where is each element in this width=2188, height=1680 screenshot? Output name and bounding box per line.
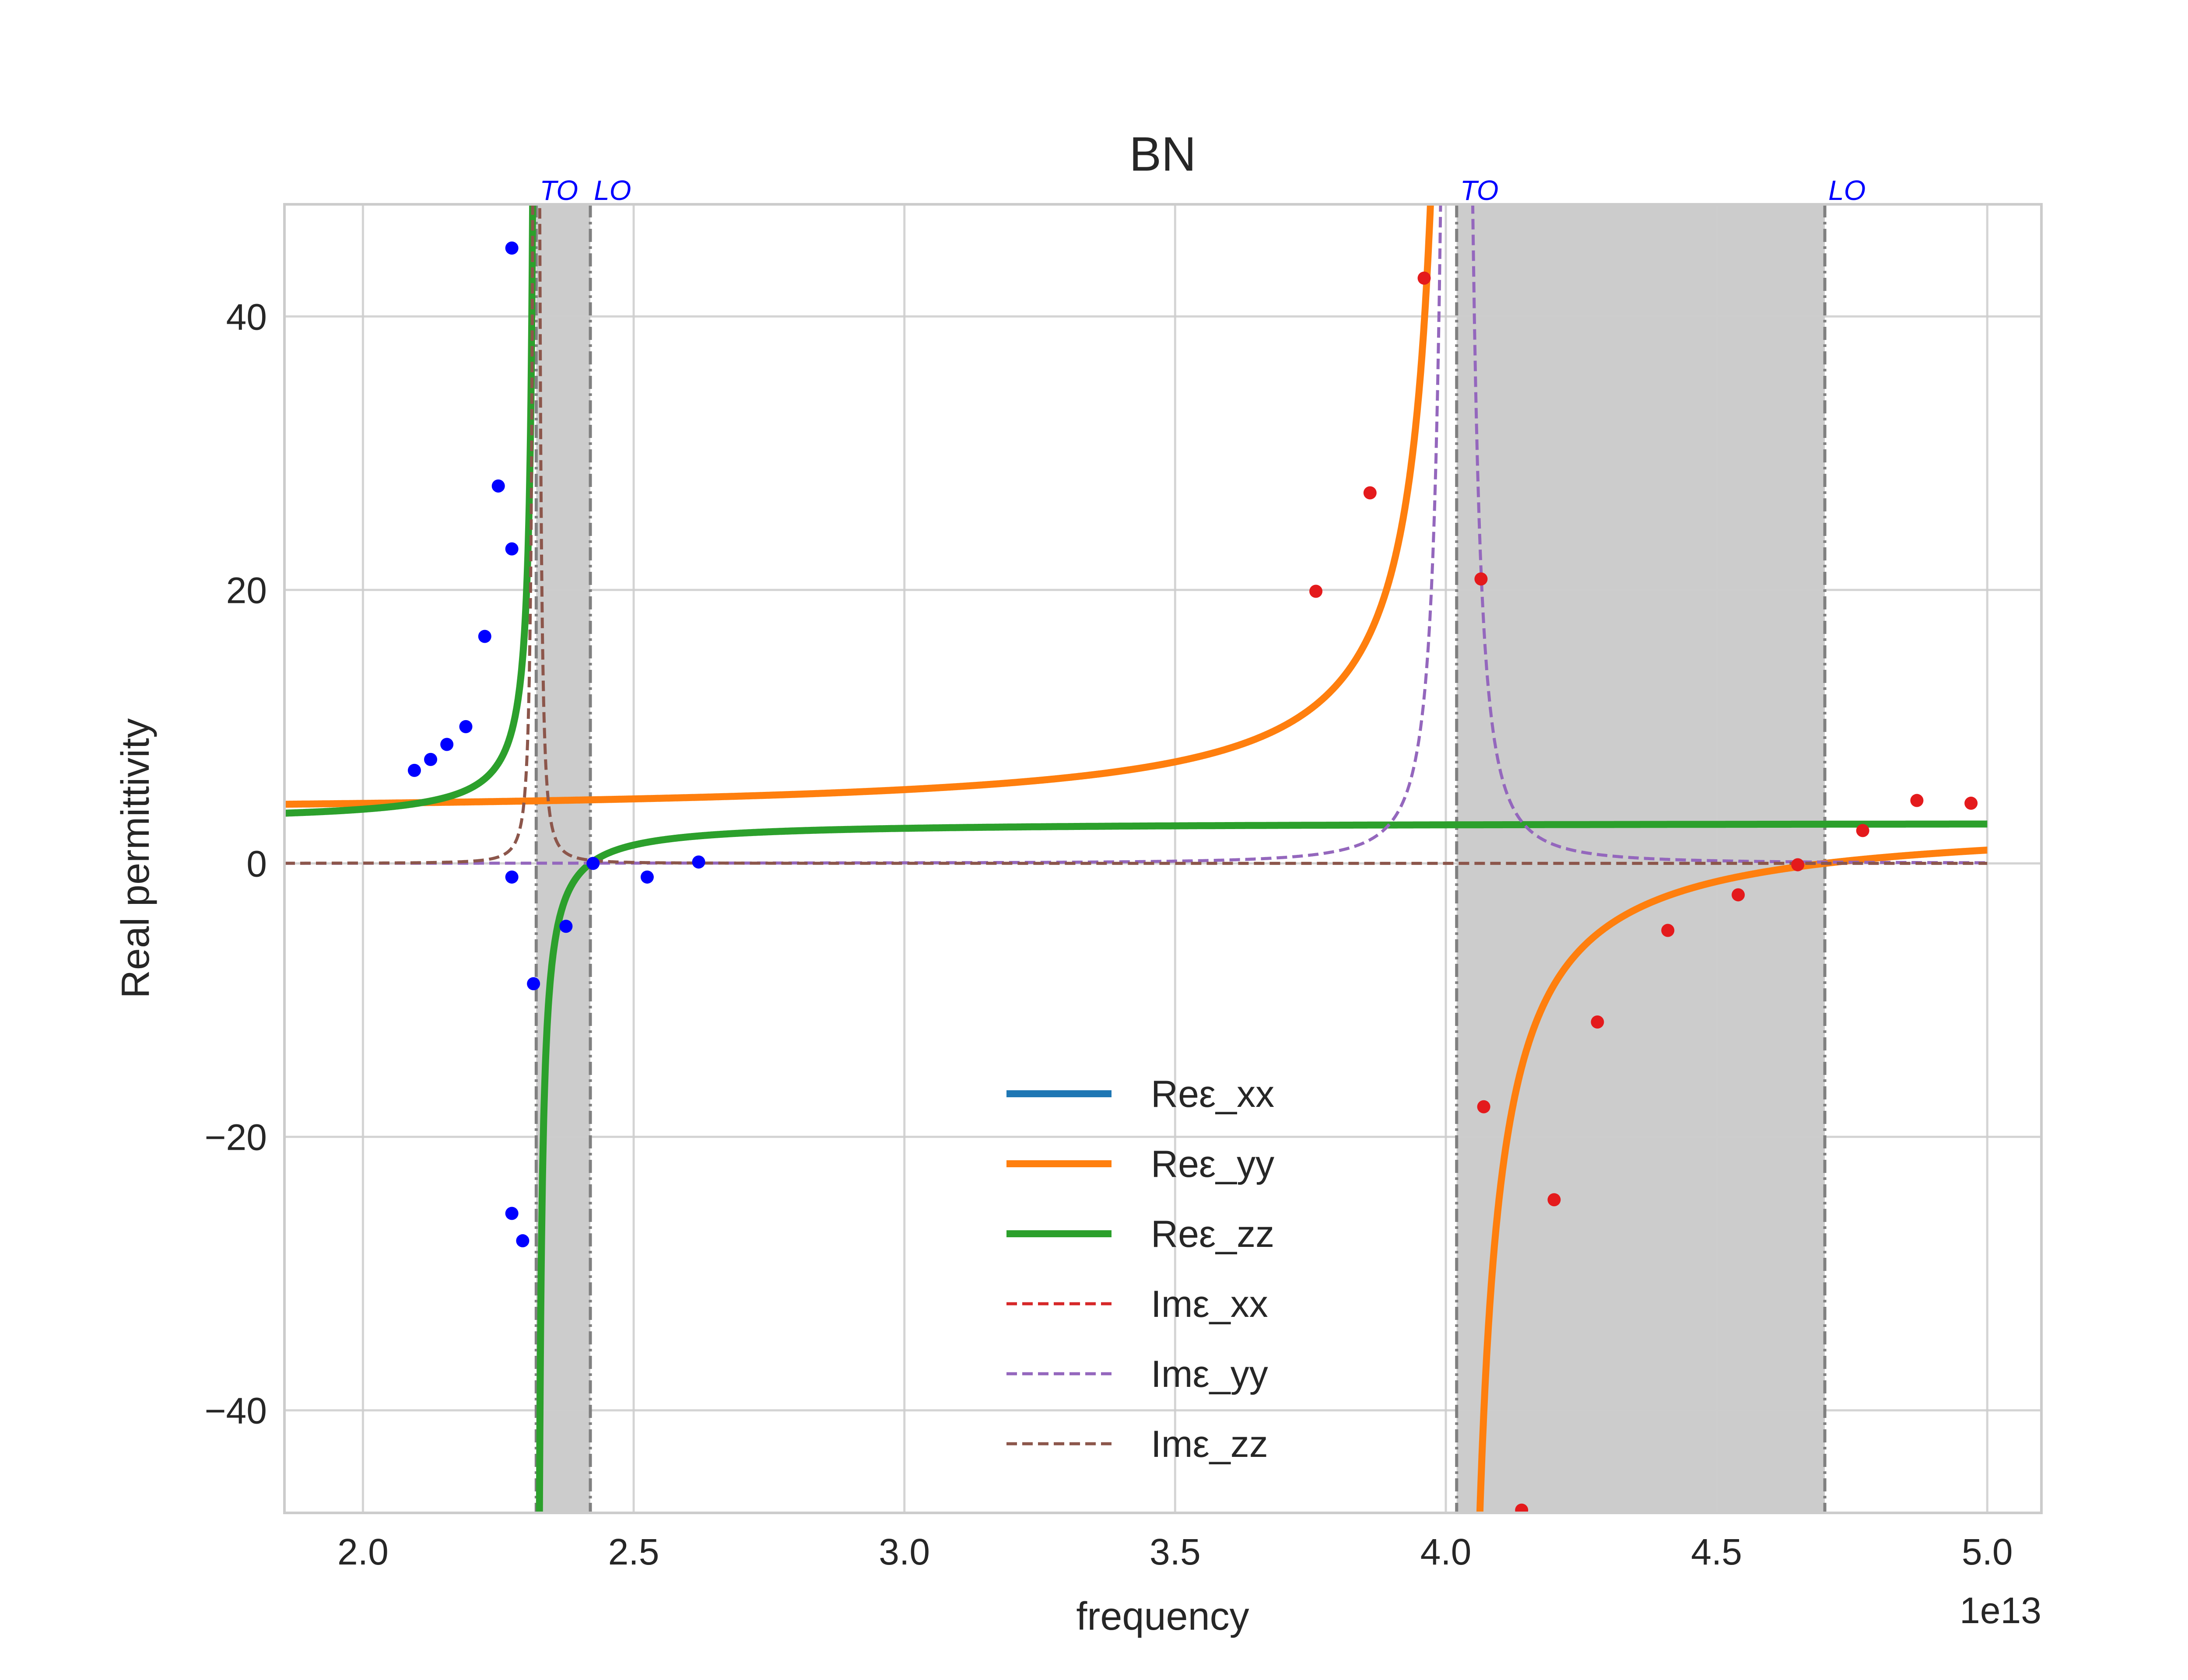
scatter-point (505, 542, 519, 556)
series-line-4 (284, 204, 1988, 865)
scatter-point (527, 977, 540, 990)
scatter-point (505, 1207, 519, 1220)
scatter-point (491, 479, 505, 493)
y-tick-label: 0 (246, 843, 267, 884)
x-tick-label: 5.0 (1962, 1531, 2013, 1572)
mode-label-lo: LO (594, 175, 631, 206)
x-tick-label: 3.5 (1150, 1531, 1201, 1572)
scatter-point (1732, 888, 1745, 902)
scatter-point (586, 857, 600, 870)
scatter-point (640, 870, 654, 884)
y-tick-label: −20 (205, 1117, 267, 1158)
x-tick-label: 2.0 (337, 1531, 389, 1572)
mode-labels: TO LO TO LO (540, 175, 1865, 206)
scatter-point (505, 870, 519, 884)
x-axis-label: frequency (1076, 1595, 1249, 1638)
x-offset-label: 1e13 (1960, 1590, 2041, 1631)
y-tick-label: −40 (205, 1390, 267, 1432)
y-tick-label: 40 (226, 296, 267, 337)
legend: Reε_xx Reε_yy Reε_zz Imε_xx Imε_yy Imε_zz (1006, 1073, 1274, 1465)
mode-label-lo: LO (1828, 175, 1865, 206)
scatter-point (1477, 1100, 1490, 1113)
scatter-point (1417, 271, 1431, 285)
scatter-point (407, 763, 421, 777)
scatter-point (1910, 794, 1924, 807)
scatter-point (1547, 1193, 1561, 1207)
scatter-point (1856, 824, 1869, 837)
scatter-point (1309, 584, 1323, 598)
series-line-2 (284, 204, 1988, 1513)
mode-label-to: TO (540, 175, 578, 206)
mode-label-to: TO (1460, 175, 1499, 206)
scatter-point (440, 738, 454, 751)
y-tick-label: 20 (226, 570, 267, 611)
scatter-point (1591, 1015, 1604, 1029)
scatter-point (516, 1234, 529, 1248)
chart-title: BN (1129, 127, 1196, 181)
legend-entry-3: Imε_xx (1151, 1283, 1268, 1325)
scatter-point (478, 630, 491, 643)
y-axis-label: Real permittivity (114, 718, 158, 998)
legend-entry-0: Reε_xx (1151, 1073, 1274, 1115)
scatter-point (692, 855, 705, 869)
series-lines (284, 204, 1988, 1513)
x-tick-label: 4.5 (1691, 1531, 1742, 1572)
band-1 (1456, 204, 1825, 1513)
series-line-5 (284, 204, 1988, 865)
x-tick-label: 2.5 (608, 1531, 659, 1572)
scatter-point (559, 920, 573, 933)
scatter-point (1964, 796, 1978, 810)
x-tick-labels: 2.0 2.5 3.0 3.5 4.0 4.5 5.0 (337, 1531, 2013, 1572)
y-tick-labels: −40 −20 0 20 40 (205, 296, 267, 1431)
scatter-point (459, 720, 473, 733)
scatter-point (1363, 486, 1377, 500)
shaded-bands (536, 204, 1825, 1513)
mode-lines (534, 204, 1827, 1513)
scatter-points (407, 242, 1978, 1513)
plot-frame (283, 203, 2043, 1514)
legend-entry-2: Reε_zz (1151, 1213, 1274, 1255)
legend-entry-1: Reε_yy (1151, 1143, 1274, 1185)
x-tick-label: 3.0 (879, 1531, 930, 1572)
x-tick-label: 4.0 (1420, 1531, 1472, 1572)
legend-entry-4: Imε_yy (1151, 1353, 1268, 1395)
scatter-point (1791, 858, 1805, 872)
scatter-point (424, 752, 438, 766)
scatter-point (1474, 572, 1488, 586)
scatter-point (1515, 1503, 1529, 1513)
scatter-point (505, 242, 519, 255)
scatter-point (1661, 924, 1675, 937)
legend-entry-5: Imε_zz (1151, 1423, 1268, 1465)
series-line-1 (284, 204, 1988, 1513)
